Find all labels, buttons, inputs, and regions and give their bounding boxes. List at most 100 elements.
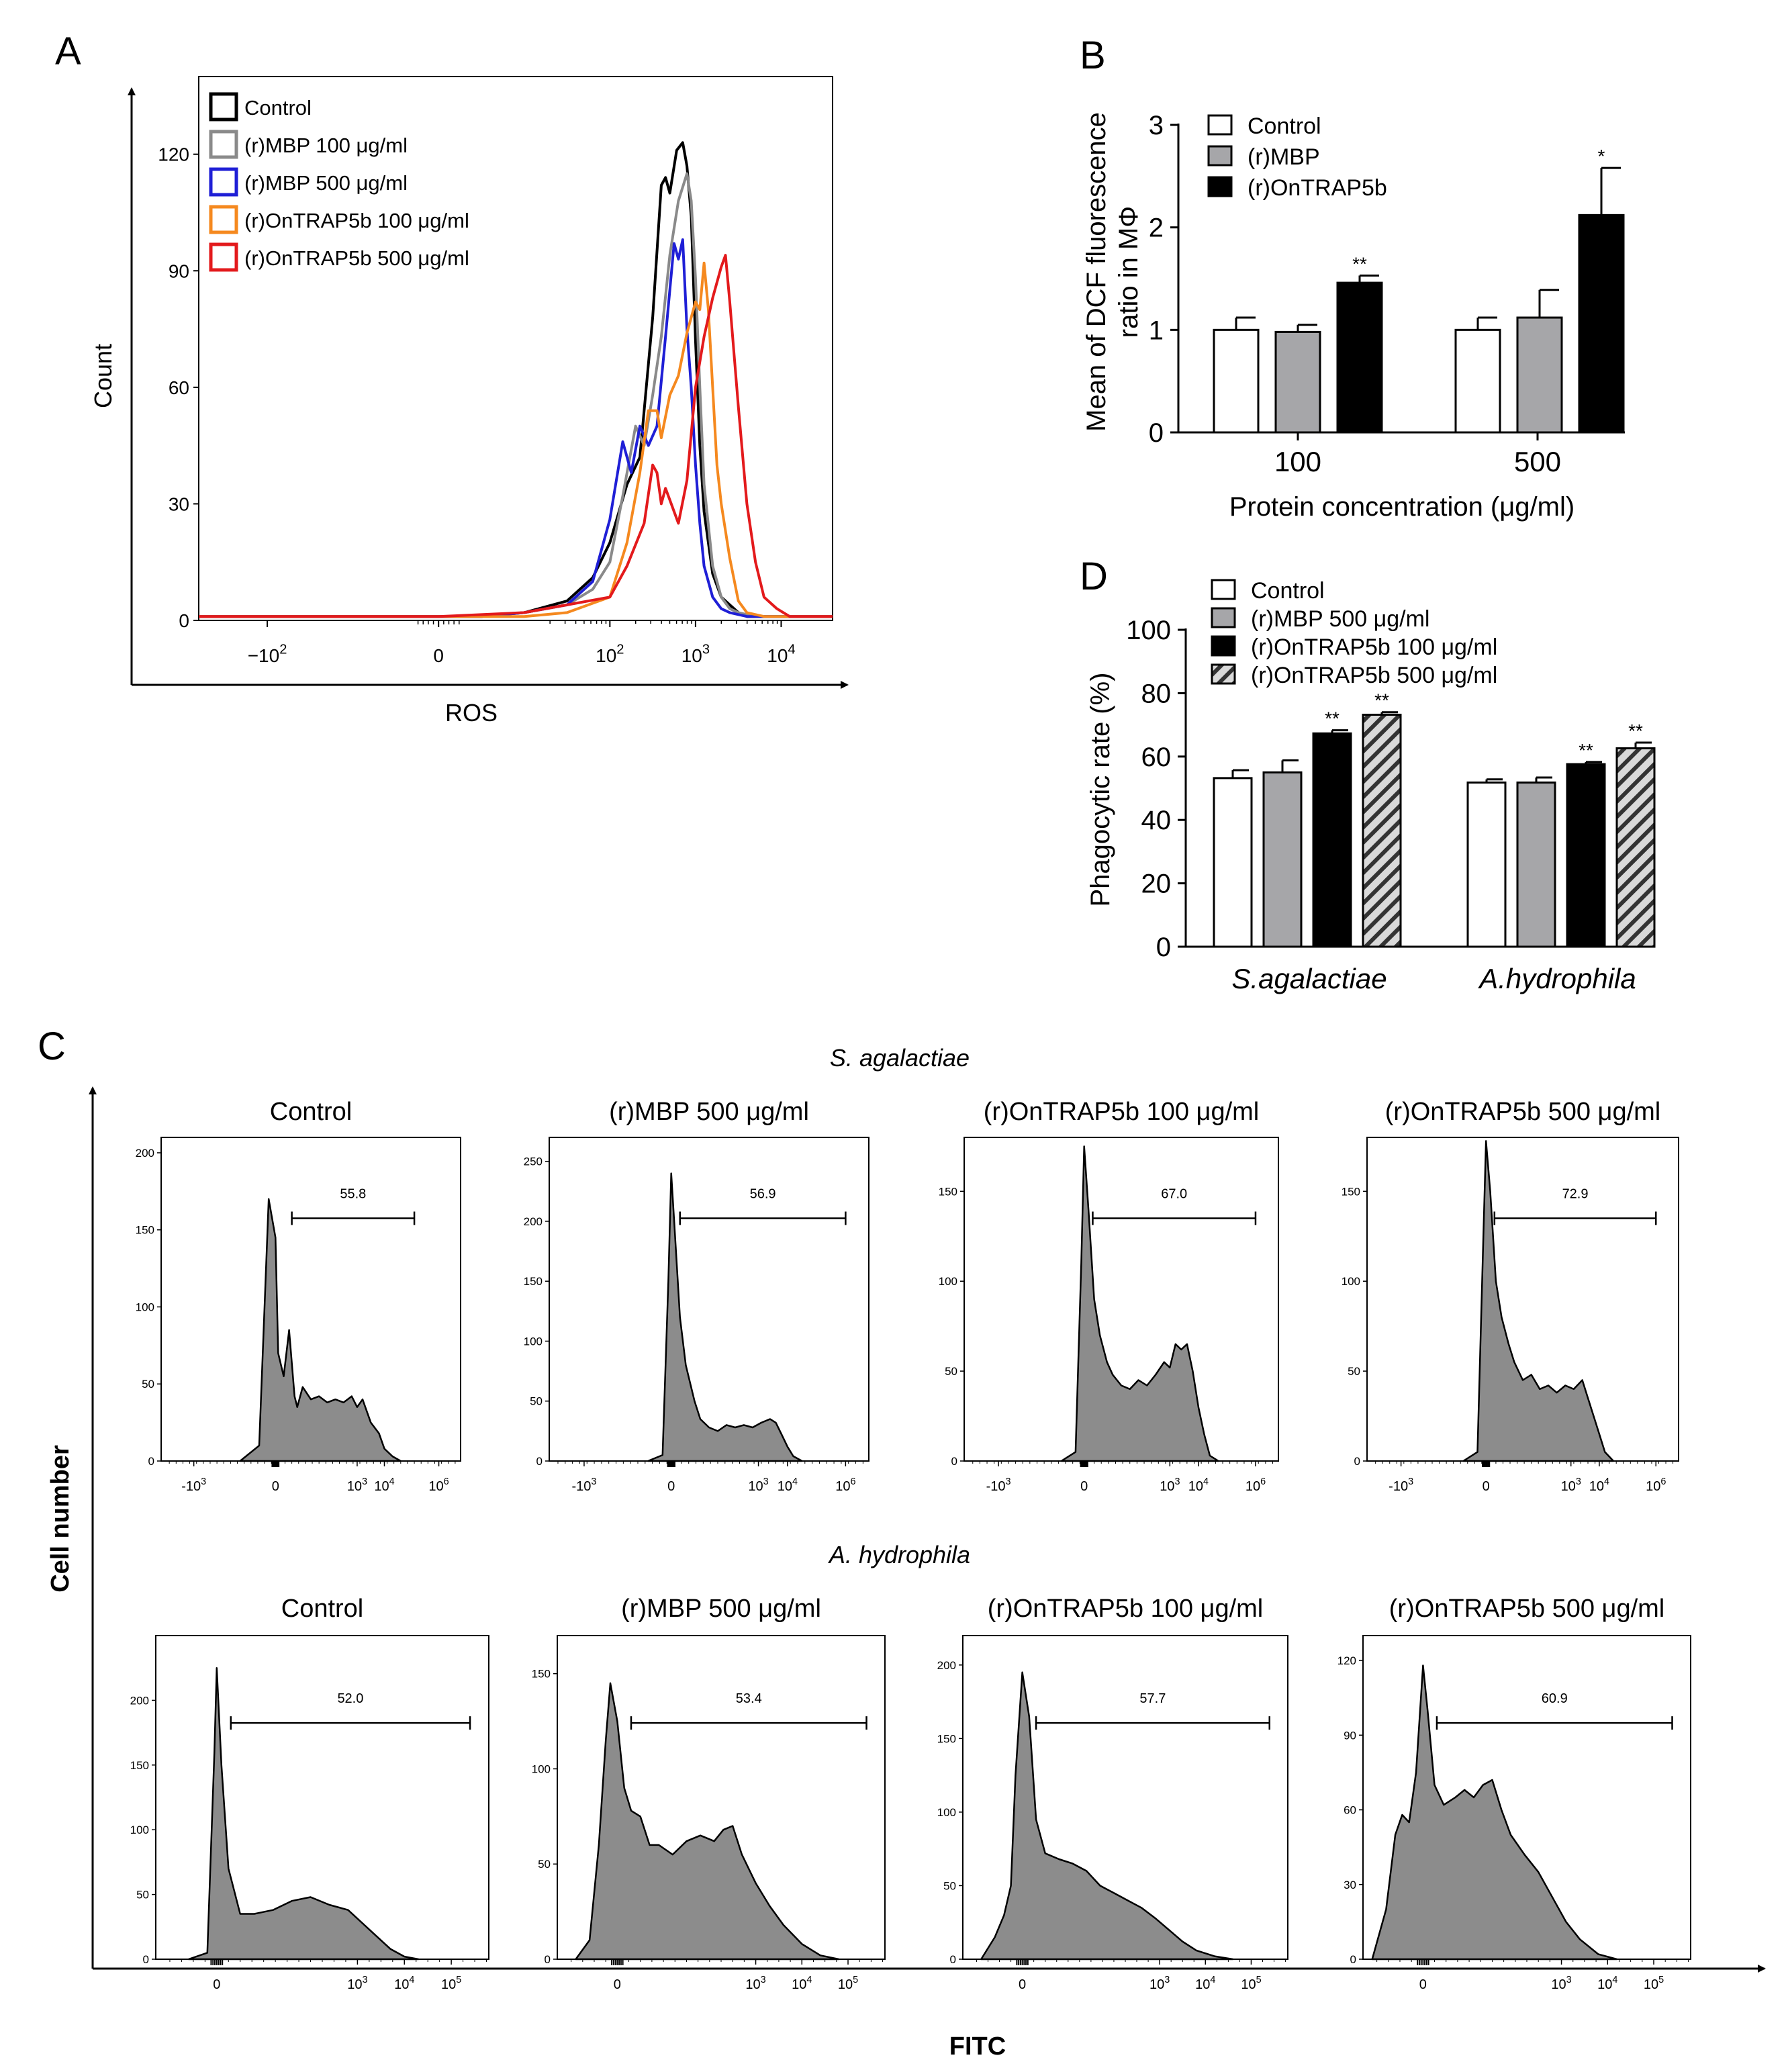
histogram-area bbox=[239, 1198, 402, 1462]
y-tick-label: 30 bbox=[169, 493, 189, 514]
series-line-ontrap100 bbox=[199, 261, 833, 618]
legend-label: (r)OnTRAP5b 500 μg/ml bbox=[244, 246, 469, 270]
gate-percentage: 53.4 bbox=[736, 1691, 762, 1706]
y-tick-label: 150 bbox=[524, 1275, 543, 1288]
x-tick-label: 0 bbox=[614, 1977, 621, 1992]
legend-swatch bbox=[1207, 114, 1233, 136]
tick-base: 0 bbox=[1419, 1977, 1427, 1992]
x-tick-label: 103 bbox=[1160, 1476, 1180, 1494]
x-tick-label: 106 bbox=[835, 1476, 855, 1494]
y-tick-label: 0 bbox=[951, 1455, 957, 1468]
tick-exponent: 3 bbox=[201, 1476, 206, 1487]
legend-label: (r)OnTRAP5b 100 μg/ml bbox=[244, 209, 469, 232]
series-line-ontrap500 bbox=[199, 254, 833, 618]
tick-exponent: 6 bbox=[850, 1476, 855, 1487]
panel-letter-d: D bbox=[1080, 555, 1108, 598]
x-tick-label: 0 bbox=[213, 1977, 220, 1992]
x-tick-label: 105 bbox=[441, 1975, 461, 1992]
y-axis-title-line-1: Mean of DCF fluorescence bbox=[1082, 112, 1111, 432]
y-tick-label: 90 bbox=[169, 261, 189, 281]
tick-base: 10 bbox=[1646, 1479, 1660, 1494]
legend-swatch bbox=[1211, 663, 1236, 685]
y-tick-label: 120 bbox=[158, 144, 189, 165]
tick-base: 10 bbox=[1160, 1479, 1174, 1494]
tick-base: −10 bbox=[248, 645, 280, 666]
y-tick-label: 30 bbox=[1344, 1879, 1356, 1891]
x-tick-label: 0 bbox=[1483, 1479, 1490, 1494]
x-axis-title: Protein concentration (μg/ml) bbox=[1229, 492, 1574, 522]
histogram-title: Control bbox=[281, 1595, 364, 1623]
gate-percentage: 52.0 bbox=[337, 1691, 363, 1706]
tick-base: 10 bbox=[748, 1479, 763, 1494]
histogram-area bbox=[1371, 1664, 1618, 1961]
legend-label: (r)OnTRAP5b 500 μg/ml bbox=[1251, 663, 1497, 688]
bar bbox=[1566, 763, 1606, 948]
legend-swatch bbox=[1211, 635, 1236, 657]
plot-frame bbox=[198, 76, 833, 621]
y-axis-title: Phagocytic rate (%) bbox=[1086, 672, 1115, 906]
tick-base: 0 bbox=[1019, 1977, 1026, 1992]
x-tick-label: 106 bbox=[1646, 1476, 1666, 1494]
y-tick-label: 1 bbox=[1149, 316, 1164, 345]
x-tick-label: 104 bbox=[1188, 1476, 1209, 1494]
y-tick-label: 150 bbox=[939, 1185, 957, 1198]
x-tick-label: 103 bbox=[682, 642, 710, 666]
series-line-mbp500 bbox=[199, 238, 833, 618]
histogram-area bbox=[1060, 1145, 1219, 1462]
x-tick-label: 104 bbox=[394, 1975, 414, 1992]
tick-exponent: 4 bbox=[792, 1476, 798, 1487]
y-axis-title: Cell number bbox=[46, 1445, 75, 1593]
tick-base: 10 bbox=[835, 1479, 850, 1494]
significance-mark: ** bbox=[1325, 708, 1340, 729]
tick-base: 0 bbox=[272, 1479, 279, 1494]
y-tick-label: 50 bbox=[1348, 1365, 1360, 1378]
x-tick-label: 106 bbox=[428, 1476, 449, 1494]
x-tick-label: 105 bbox=[1644, 1975, 1664, 1992]
y-axis-title: Count bbox=[89, 344, 117, 408]
histogram-area bbox=[1462, 1140, 1615, 1462]
x-tick-label: 103 bbox=[347, 1975, 367, 1992]
bar bbox=[1516, 782, 1556, 948]
tick-exponent: 5 bbox=[1658, 1975, 1664, 1985]
y-tick-label: 60 bbox=[1141, 743, 1172, 772]
y-tick-label: 90 bbox=[1344, 1729, 1356, 1742]
tick-exponent: 4 bbox=[1210, 1975, 1215, 1985]
group-title: S. agalactiae bbox=[830, 1044, 970, 1072]
histogram-area bbox=[980, 1671, 1234, 1961]
tick-base: 10 bbox=[682, 645, 702, 666]
tick-exponent: 4 bbox=[389, 1476, 395, 1487]
bar bbox=[1454, 328, 1501, 434]
tick-base: 10 bbox=[394, 1977, 409, 1992]
tick-exponent: 6 bbox=[1660, 1476, 1666, 1487]
y-tick-label: 100 bbox=[532, 1762, 551, 1775]
y-tick-label: 150 bbox=[130, 1759, 149, 1772]
legend-swatch bbox=[1207, 145, 1233, 167]
legend-label: (r)OnTRAP5b bbox=[1248, 175, 1387, 201]
x-tick-label: 0 bbox=[667, 1479, 675, 1494]
gate-percentage: 72.9 bbox=[1562, 1187, 1589, 1202]
x-tick-label: 0 bbox=[1019, 1977, 1026, 1992]
y-tick-label: 0 bbox=[179, 610, 189, 631]
y-tick-label: 0 bbox=[1354, 1455, 1360, 1468]
legend-swatch bbox=[209, 205, 238, 234]
tick-base: 10 bbox=[347, 1479, 362, 1494]
y-tick-label: 50 bbox=[530, 1395, 543, 1408]
bar bbox=[1362, 713, 1402, 948]
tick-exponent: 3 bbox=[1005, 1476, 1010, 1487]
tick-base: 10 bbox=[1241, 1977, 1256, 1992]
y-tick-label: 200 bbox=[937, 1659, 956, 1672]
bar bbox=[1615, 747, 1656, 948]
legend-swatch bbox=[1207, 176, 1233, 197]
tick-base: 10 bbox=[1149, 1977, 1164, 1992]
x-tick-label: 104 bbox=[792, 1975, 812, 1992]
x-tick-label: 104 bbox=[1195, 1975, 1215, 1992]
y-tick-label: 0 bbox=[143, 1953, 149, 1966]
y-tick-label: 2 bbox=[1149, 214, 1164, 243]
panel-letter-a: A bbox=[55, 30, 81, 73]
y-tick-label: 0 bbox=[148, 1455, 154, 1468]
x-tick-label: -103 bbox=[1389, 1476, 1413, 1494]
y-tick-label: 0 bbox=[1350, 1953, 1356, 1966]
tick-base: 10 bbox=[441, 1977, 456, 1992]
y-tick-label: 200 bbox=[136, 1147, 154, 1160]
tick-base: 10 bbox=[428, 1479, 443, 1494]
